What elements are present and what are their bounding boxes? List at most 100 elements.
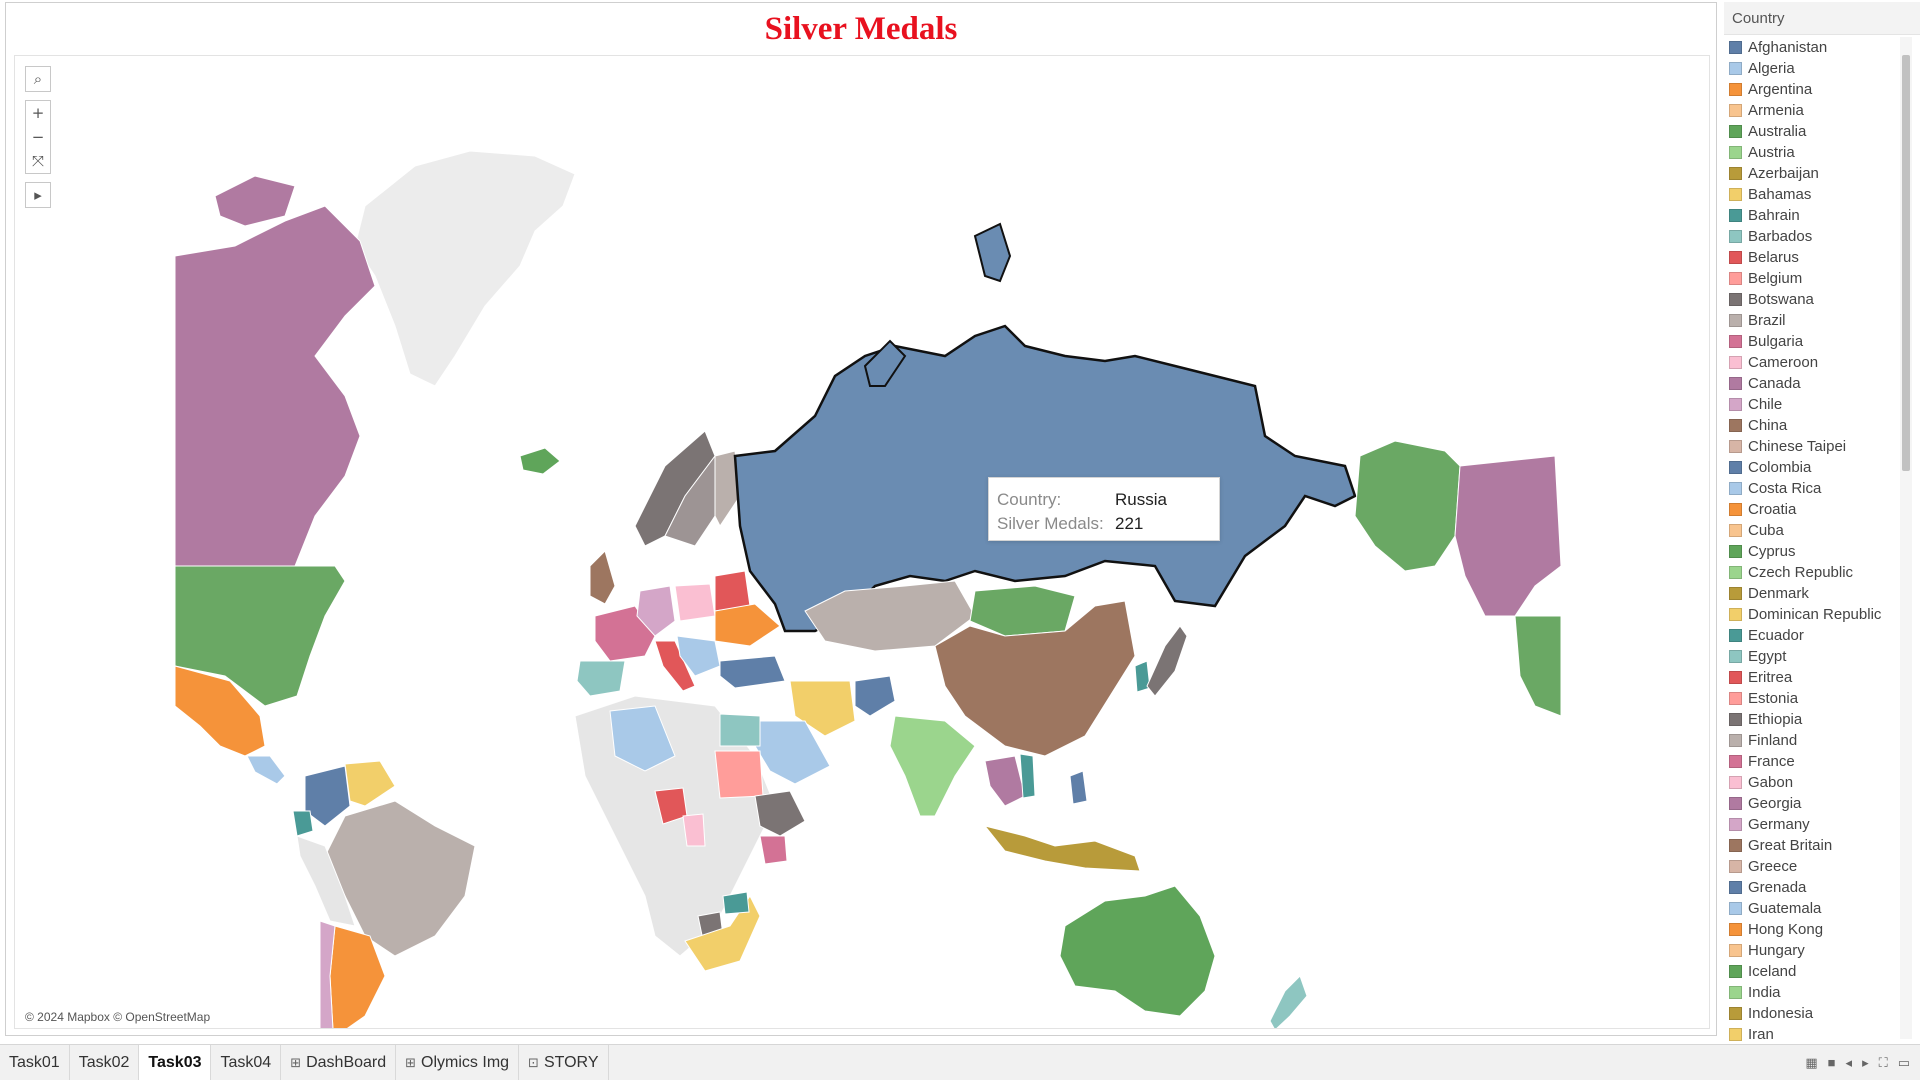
country-japan[interactable] [1146,625,1188,697]
country-ecuador[interactable] [292,810,314,837]
tab-story[interactable]: ⊡ STORY [519,1045,609,1080]
legend-item[interactable]: Gabon [1724,772,1902,793]
legend-item[interactable]: Barbados [1724,226,1902,247]
legend-item[interactable]: Iran [1724,1024,1902,1042]
country-germany[interactable] [636,585,676,637]
legend-item[interactable]: Argentina [1724,79,1902,100]
tab-task04[interactable]: Task04 [211,1045,282,1080]
expand-toolbar-icon[interactable]: ▸ [34,186,42,204]
country-chile[interactable] [319,920,336,1029]
country-colombia[interactable] [304,765,351,827]
legend-item[interactable]: China [1724,415,1902,436]
legend-item[interactable]: France [1724,751,1902,772]
country-india[interactable] [889,715,976,817]
country-belarus[interactable] [714,570,751,612]
legend-scrollbar[interactable] [1900,37,1912,1039]
country-iceland[interactable] [519,447,561,475]
zoom-out-icon[interactable]: − [31,128,45,146]
country-southeast-asia[interactable] [984,755,1026,807]
map-view[interactable]: ⌕ + − ⤧ ▸ © 2024 Mapbox © OpenStreetMap [14,55,1710,1029]
reset-map-icon[interactable]: ⤧ [31,152,44,170]
legend-item[interactable]: Costa Rica [1724,478,1902,499]
filmstrip-icon[interactable]: ■ [1827,1055,1836,1070]
legend-item[interactable]: Egypt [1724,646,1902,667]
country-canada[interactable] [174,205,376,567]
country-finland[interactable] [714,450,741,527]
legend-item[interactable]: Indonesia [1724,1003,1902,1024]
legend-item[interactable]: Armenia [1724,100,1902,121]
country-cameroon[interactable] [682,813,706,847]
tab-task01[interactable]: Task01 [0,1045,70,1080]
legend-item[interactable]: Finland [1724,730,1902,751]
country-new-zealand[interactable] [1269,975,1308,1029]
country-united-states[interactable] [174,565,346,707]
legend-item[interactable]: India [1724,982,1902,1003]
country-mongolia[interactable] [969,585,1076,637]
legend-item[interactable]: Ecuador [1724,625,1902,646]
country-ukraine[interactable] [714,603,781,647]
legend-item[interactable]: Guatemala [1724,898,1902,919]
legend-item[interactable]: Australia [1724,121,1902,142]
legend-item[interactable]: Colombia [1724,457,1902,478]
country-canada-wrap[interactable] [1454,455,1562,617]
previous-icon[interactable]: ◂ [1845,1055,1853,1070]
legend-item[interactable]: Iceland [1724,961,1902,982]
country-vietnam[interactable] [1019,753,1036,799]
country-algeria[interactable] [609,705,676,772]
legend-item[interactable]: Belgium [1724,268,1902,289]
legend-item[interactable]: Dominican Republic [1724,604,1902,625]
legend-item[interactable]: Algeria [1724,58,1902,79]
country-central-america[interactable] [246,755,286,785]
country-indonesia[interactable] [983,825,1141,872]
world-map[interactable] [15,56,1710,1029]
country-russia-islands-2[interactable] [863,339,907,387]
country-mexico[interactable] [174,665,266,757]
legend-item[interactable]: Germany [1724,814,1902,835]
country-sudan[interactable] [714,750,764,799]
legend-item[interactable]: Cyprus [1724,541,1902,562]
presentation-icon[interactable]: ▭ [1897,1055,1910,1070]
legend-item[interactable]: Estonia [1724,688,1902,709]
country-afghanistan[interactable] [854,675,896,717]
country-united-states-wrap[interactable] [1514,615,1562,717]
grid-view-icon[interactable]: ▦ [1805,1055,1818,1070]
country-poland[interactable] [674,583,716,622]
legend-item[interactable]: Eritrea [1724,667,1902,688]
country-united-states-alaska[interactable] [1354,440,1461,572]
country-balkans[interactable] [676,635,721,677]
legend-item[interactable]: Denmark [1724,583,1902,604]
legend-item[interactable]: Chinese Taipei [1724,436,1902,457]
legend-item[interactable]: Bulgaria [1724,331,1902,352]
legend-item[interactable]: Cameroon [1724,352,1902,373]
legend-item[interactable]: Great Britain [1724,835,1902,856]
legend-item[interactable]: Chile [1724,394,1902,415]
next-icon[interactable]: ▸ [1862,1055,1869,1070]
legend-item[interactable]: Cuba [1724,520,1902,541]
tab-task02[interactable]: Task02 [70,1045,140,1080]
legend-item[interactable]: Ethiopia [1724,709,1902,730]
country-egypt[interactable] [719,713,761,747]
tab-task03[interactable]: Task03 [139,1045,212,1080]
country-ethiopia[interactable] [754,790,806,837]
country-russia-islands[interactable] [973,222,1012,283]
legend-item[interactable]: Botswana [1724,289,1902,310]
legend-item[interactable]: Hungary [1724,940,1902,961]
country-canada-islands[interactable] [214,175,296,227]
legend-item[interactable]: Afghanistan [1724,37,1902,58]
legend-list[interactable]: Afghanistan Algeria Argentina Armenia Austra… [1724,37,1902,1042]
country-australia[interactable] [1059,885,1216,1017]
legend-item[interactable]: Canada [1724,373,1902,394]
legend-item[interactable]: Austria [1724,142,1902,163]
zoom-in-icon[interactable]: + [31,104,45,122]
legend-item[interactable]: Czech Republic [1724,562,1902,583]
country-philippines[interactable] [1069,770,1088,805]
legend-item[interactable]: Croatia [1724,499,1902,520]
country-turkey[interactable] [719,655,786,689]
country-greenland[interactable] [354,150,576,387]
country-china[interactable] [934,600,1136,757]
search-icon[interactable]: ⌕ [33,70,43,88]
country-venezuela[interactable] [344,760,396,807]
legend-item[interactable]: Georgia [1724,793,1902,814]
country-kenya[interactable] [759,835,788,865]
tab-dashboard[interactable]: ⊞ DashBoard [281,1045,397,1080]
